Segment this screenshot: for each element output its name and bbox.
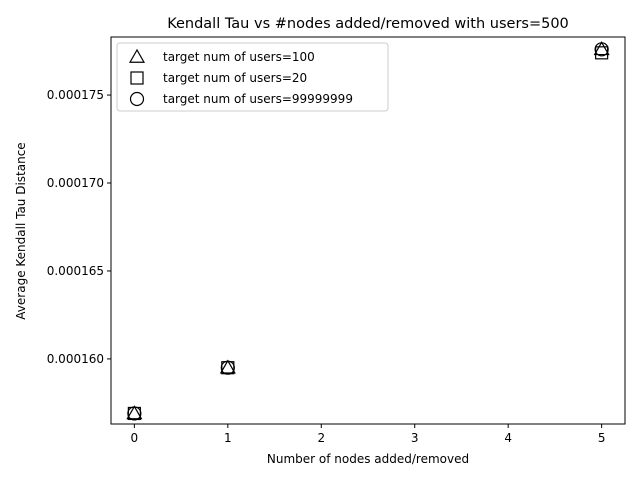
triangle-marker	[126, 405, 143, 420]
triangle-marker	[593, 41, 610, 56]
legend-triangle-icon	[128, 48, 146, 63]
y-axis: 0.000160 0.000165 0.000170 0.000175	[47, 88, 111, 366]
legend-entry: target num of users=20	[163, 71, 307, 85]
x-tick-label: 5	[598, 431, 606, 445]
x-tick-label: 2	[317, 431, 325, 445]
data-points	[126, 41, 610, 421]
triangle-marker	[219, 359, 236, 374]
y-tick-label: 0.000160	[47, 352, 104, 366]
x-tick-label: 0	[131, 431, 139, 445]
y-axis-label: Average Kendall Tau Distance	[14, 142, 28, 319]
circle-marker	[220, 360, 235, 375]
x-tick-label: 4	[504, 431, 512, 445]
chart-title: Kendall Tau vs #nodes added/removed with…	[167, 16, 569, 32]
legend-entry: target num of users=100	[163, 50, 315, 64]
legend-circle-icon	[129, 91, 145, 107]
legend-square-icon	[130, 71, 144, 85]
y-tick-label: 0.000175	[47, 88, 104, 102]
x-axis: 0 1 2 3 4 5	[131, 424, 606, 445]
legend-box	[116, 42, 389, 112]
y-tick-label: 0.000170	[47, 176, 104, 190]
x-axis-label: Number of nodes added/removed	[267, 452, 469, 466]
circle-marker	[127, 406, 142, 421]
y-tick-label: 0.000165	[47, 264, 104, 278]
x-tick-label: 3	[411, 431, 419, 445]
legend-entry: target num of users=99999999	[163, 92, 353, 106]
legend: target num of users=100 target num of use…	[116, 42, 389, 112]
x-tick-label: 1	[224, 431, 232, 445]
plot-area	[110, 36, 626, 425]
circle-marker	[594, 42, 609, 57]
